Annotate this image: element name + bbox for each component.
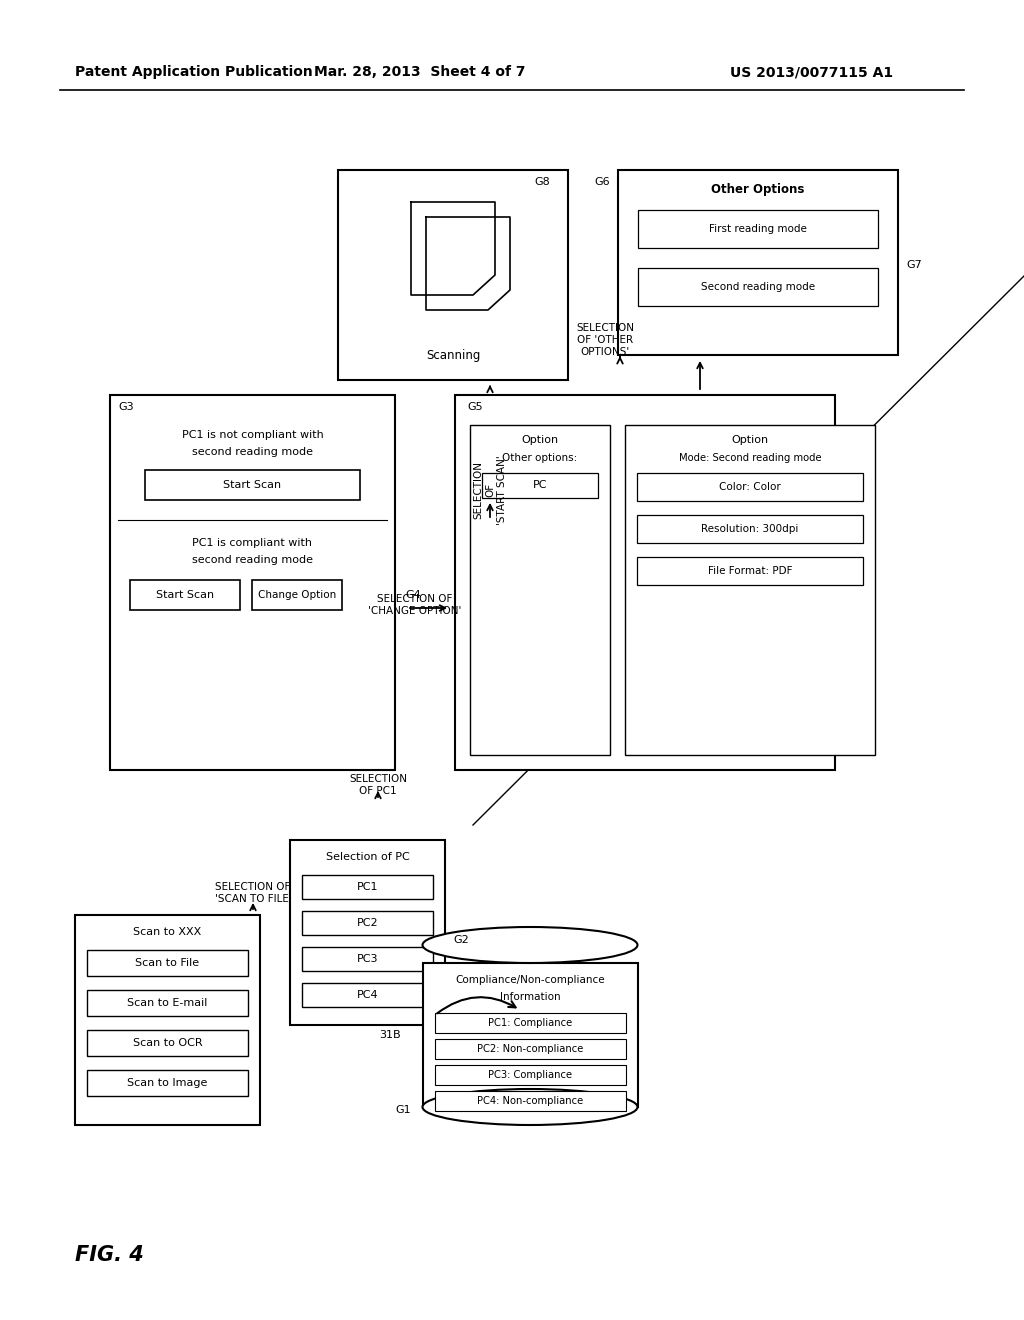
Text: G5: G5 bbox=[467, 403, 482, 412]
Text: Option: Option bbox=[731, 436, 769, 445]
Text: Option: Option bbox=[521, 436, 558, 445]
Text: SELECTION OF
'SCAN TO FILE': SELECTION OF 'SCAN TO FILE' bbox=[215, 882, 292, 904]
Bar bbox=[87, 1030, 248, 1056]
Text: G7: G7 bbox=[906, 260, 922, 271]
Text: PC2: PC2 bbox=[356, 917, 378, 928]
Text: PC4: PC4 bbox=[356, 990, 378, 1001]
Text: Other Options: Other Options bbox=[712, 183, 805, 197]
Text: 31B: 31B bbox=[379, 1030, 400, 1040]
Text: Second reading mode: Second reading mode bbox=[701, 282, 815, 292]
Text: Scan to Image: Scan to Image bbox=[127, 1078, 208, 1088]
Text: PC3: PC3 bbox=[356, 954, 378, 964]
Bar bbox=[434, 1092, 626, 1111]
Text: Scanning: Scanning bbox=[426, 348, 480, 362]
Bar bbox=[110, 395, 395, 770]
Text: Scan to OCR: Scan to OCR bbox=[133, 1038, 203, 1048]
Text: Scan to File: Scan to File bbox=[135, 958, 200, 968]
Bar bbox=[455, 395, 835, 770]
FancyArrowPatch shape bbox=[437, 997, 516, 1014]
Bar bbox=[338, 170, 568, 380]
Text: Change Option: Change Option bbox=[258, 590, 336, 601]
Bar bbox=[482, 473, 598, 498]
Text: G4: G4 bbox=[406, 590, 421, 601]
Text: G8: G8 bbox=[535, 177, 550, 187]
Bar bbox=[434, 1065, 626, 1085]
Text: SELECTION OF
'CHANGE OPTION': SELECTION OF 'CHANGE OPTION' bbox=[369, 594, 462, 616]
Bar bbox=[130, 579, 240, 610]
Text: SELECTION
OF 'OTHER
OPTIONS': SELECTION OF 'OTHER OPTIONS' bbox=[575, 323, 634, 356]
Bar bbox=[625, 425, 874, 755]
Bar bbox=[423, 964, 638, 1107]
Bar bbox=[302, 911, 433, 935]
Bar bbox=[434, 1039, 626, 1059]
Text: Selection of PC: Selection of PC bbox=[326, 851, 410, 862]
Text: Scan to XXX: Scan to XXX bbox=[133, 927, 202, 937]
Text: G3: G3 bbox=[118, 403, 133, 412]
Text: PC2: Non-compliance: PC2: Non-compliance bbox=[477, 1044, 584, 1053]
Bar bbox=[290, 840, 445, 1026]
Ellipse shape bbox=[423, 1089, 638, 1125]
Bar bbox=[302, 946, 433, 972]
Text: PC1: Compliance: PC1: Compliance bbox=[487, 1018, 572, 1028]
Text: Compliance/Non-compliance: Compliance/Non-compliance bbox=[456, 975, 605, 985]
Bar bbox=[434, 1012, 626, 1034]
Bar bbox=[302, 875, 433, 899]
Ellipse shape bbox=[423, 927, 638, 964]
Bar bbox=[75, 915, 260, 1125]
Text: US 2013/0077115 A1: US 2013/0077115 A1 bbox=[730, 65, 893, 79]
Text: SELECTION
OF PC1: SELECTION OF PC1 bbox=[349, 775, 407, 796]
Text: Start Scan: Start Scan bbox=[156, 590, 214, 601]
Text: First reading mode: First reading mode bbox=[709, 224, 807, 234]
Text: PC: PC bbox=[532, 480, 547, 491]
Bar bbox=[87, 990, 248, 1016]
Text: Start Scan: Start Scan bbox=[223, 480, 282, 490]
Text: SELECTION
OF
'START SCAN': SELECTION OF 'START SCAN' bbox=[473, 455, 507, 525]
Bar bbox=[302, 983, 433, 1007]
Bar bbox=[470, 425, 610, 755]
Bar bbox=[618, 170, 898, 355]
Bar bbox=[638, 210, 878, 248]
Text: G1: G1 bbox=[395, 1105, 411, 1115]
Text: Resolution: 300dpi: Resolution: 300dpi bbox=[701, 524, 799, 535]
Bar bbox=[252, 579, 342, 610]
Text: second reading mode: second reading mode bbox=[193, 447, 313, 457]
Bar bbox=[87, 1071, 248, 1096]
Text: PC1 is compliant with: PC1 is compliant with bbox=[193, 539, 312, 548]
Text: Mode: Second reading mode: Mode: Second reading mode bbox=[679, 453, 821, 463]
Text: FIG. 4: FIG. 4 bbox=[75, 1245, 143, 1265]
Bar bbox=[87, 950, 248, 975]
Text: G2: G2 bbox=[453, 935, 469, 945]
Bar bbox=[145, 470, 360, 500]
Text: PC1 is not compliant with: PC1 is not compliant with bbox=[181, 430, 324, 440]
Bar bbox=[637, 473, 863, 502]
Bar bbox=[638, 268, 878, 306]
Text: File Format: PDF: File Format: PDF bbox=[708, 566, 793, 576]
Text: second reading mode: second reading mode bbox=[193, 554, 313, 565]
Text: Other options:: Other options: bbox=[503, 453, 578, 463]
Text: Patent Application Publication: Patent Application Publication bbox=[75, 65, 312, 79]
Text: PC1: PC1 bbox=[356, 882, 378, 892]
Text: Mar. 28, 2013  Sheet 4 of 7: Mar. 28, 2013 Sheet 4 of 7 bbox=[314, 65, 525, 79]
Text: Scan to E-mail: Scan to E-mail bbox=[127, 998, 208, 1008]
Text: PC3: Compliance: PC3: Compliance bbox=[488, 1071, 572, 1080]
Text: Information: Information bbox=[500, 993, 560, 1002]
Text: PC4: Non-compliance: PC4: Non-compliance bbox=[477, 1096, 583, 1106]
Text: Color: Color: Color: Color bbox=[719, 482, 781, 492]
Bar bbox=[637, 515, 863, 543]
Bar bbox=[637, 557, 863, 585]
Text: G6: G6 bbox=[594, 177, 610, 187]
